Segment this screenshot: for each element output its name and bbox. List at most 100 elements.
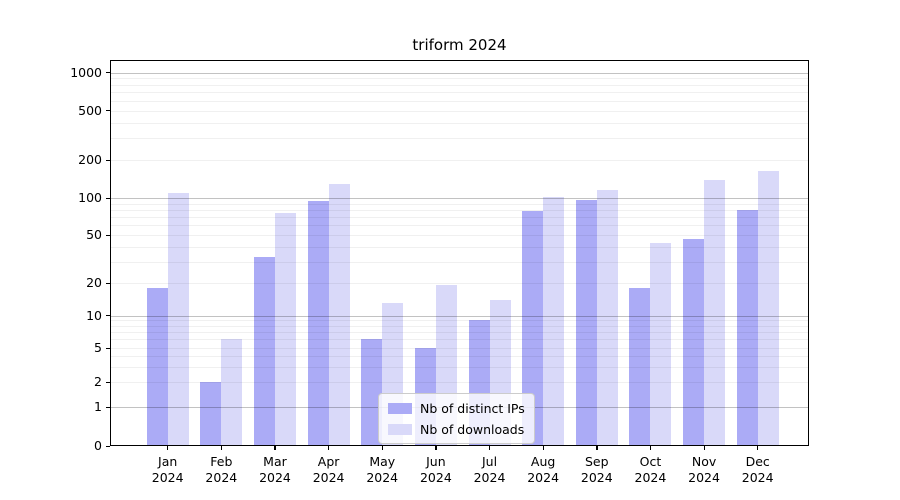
- x-tick: [220, 446, 223, 450]
- x-tick-month: Jan: [158, 454, 178, 469]
- x-tick: [328, 446, 330, 450]
- gridline-minor: [110, 92, 809, 94]
- gridline-minor: [110, 348, 809, 349]
- gridline-minor: [110, 100, 809, 102]
- y-tick: [106, 72, 110, 74]
- bar-nb-of-distinct-ips-jan: [146, 287, 168, 446]
- gridline-minor: [110, 78, 809, 80]
- y-tick: [106, 282, 110, 284]
- bar-nb-of-downloads-mar: [274, 213, 296, 446]
- y-tick: [106, 159, 110, 161]
- x-tick-year: 2024: [527, 469, 560, 485]
- y-tick: [106, 315, 110, 317]
- legend-swatch-distinct-ips: [388, 402, 412, 414]
- x-tick-month: May: [369, 454, 396, 469]
- bar-nb-of-downloads-apr: [328, 184, 350, 446]
- gridline-minor: [110, 283, 809, 284]
- bar-nb-of-distinct-ips-mar: [253, 256, 275, 446]
- x-tick-label: May 2024: [347, 454, 417, 485]
- y-tick-label: 10: [86, 307, 102, 323]
- x-tick-month: Apr: [317, 454, 340, 469]
- gridline-minor: [110, 84, 809, 86]
- y-tick: [106, 197, 110, 199]
- x-tick-label: Jun 2024: [401, 454, 471, 485]
- gridline-major: [110, 315, 809, 317]
- chart-title: triform 2024: [412, 36, 507, 54]
- x-tick: [274, 446, 276, 450]
- x-tick-month: Dec: [745, 454, 770, 469]
- x-tick-label: Jan 2024: [133, 454, 203, 485]
- x-tick-year: 2024: [688, 469, 720, 485]
- bar-nb-of-distinct-ips-sep: [575, 199, 597, 446]
- y-tick-label: 200: [78, 152, 102, 167]
- gridline-minor: [110, 225, 809, 227]
- y-tick: [106, 381, 110, 383]
- gridline-minor: [110, 235, 809, 236]
- x-tick: [435, 446, 437, 450]
- y-tick-label: 5: [94, 340, 102, 355]
- y-tick-label: 1: [94, 399, 102, 414]
- legend-swatch-downloads: [388, 423, 412, 435]
- gridline-minor: [110, 122, 809, 124]
- x-tick-label: Apr 2024: [294, 454, 364, 485]
- gridline-minor: [110, 325, 809, 327]
- y-tick-label: 1000: [70, 64, 102, 80]
- legend-label-distinct-ips: Nb of distinct IPs: [420, 400, 525, 416]
- x-tick: [703, 446, 705, 450]
- x-tick-month: Mar: [263, 454, 287, 469]
- y-tick: [106, 406, 110, 408]
- y-tick-label: 0: [94, 438, 102, 453]
- gridline-minor: [110, 246, 809, 248]
- gridline-minor: [110, 332, 809, 334]
- x-tick-month: Sep: [585, 454, 609, 469]
- gridline-minor: [110, 261, 809, 263]
- x-tick: [489, 446, 491, 450]
- y-tick-label: 100: [78, 190, 102, 205]
- bar-nb-of-downloads-jan: [167, 192, 189, 446]
- y-tick-label: 20: [86, 275, 102, 290]
- gridline-minor: [110, 160, 809, 161]
- gridline-minor: [110, 217, 809, 219]
- gridline-minor: [110, 138, 809, 140]
- x-tick: [757, 446, 759, 450]
- bar-nb-of-distinct-ips-aug: [522, 211, 544, 446]
- legend-label-downloads: Nb of downloads: [420, 421, 525, 437]
- x-tick-month: Jun: [426, 454, 446, 469]
- x-tick: [649, 446, 652, 450]
- gridline-minor: [110, 356, 809, 358]
- x-tick-month: Jul: [481, 454, 498, 469]
- x-tick-label: Nov 2024: [669, 454, 739, 485]
- y-tick: [106, 110, 110, 112]
- bar-nb-of-distinct-ips-oct: [629, 287, 651, 446]
- gridline-minor: [110, 339, 809, 341]
- x-tick-month: Feb: [210, 454, 233, 469]
- x-tick-year: 2024: [634, 469, 667, 485]
- x-tick-year: 2024: [259, 469, 291, 485]
- x-tick: [542, 446, 544, 450]
- y-tick: [106, 445, 110, 447]
- gridline-minor: [110, 110, 809, 112]
- x-tick: [381, 446, 384, 450]
- legend-item-downloads: Nb of downloads: [388, 421, 525, 437]
- legend-item-distinct-ips: Nb of distinct IPs: [388, 400, 525, 416]
- bar-nb-of-distinct-ips-dec: [736, 209, 758, 446]
- x-tick: [596, 446, 598, 450]
- y-tick-label: 2: [94, 374, 102, 389]
- x-tick-label: Jul 2024: [455, 454, 525, 485]
- y-tick: [106, 234, 110, 236]
- x-tick-year: 2024: [741, 469, 774, 485]
- y-tick-label: 50: [86, 227, 102, 242]
- bar-nb-of-distinct-ips-may: [361, 339, 383, 446]
- bar-nb-of-downloads-oct: [650, 242, 672, 446]
- gridline-major: [110, 72, 809, 74]
- x-tick-year: 2024: [419, 469, 452, 485]
- x-tick-label: Feb 2024: [186, 454, 256, 485]
- x-tick: [167, 446, 169, 450]
- gridline-minor: [110, 382, 809, 383]
- gridline-major: [110, 198, 809, 199]
- x-tick-year: 2024: [366, 469, 399, 485]
- bar-nb-of-distinct-ips-nov: [683, 239, 705, 446]
- legend: Nb of distinct IPs Nb of downloads: [378, 393, 535, 444]
- gridline-minor: [110, 320, 809, 322]
